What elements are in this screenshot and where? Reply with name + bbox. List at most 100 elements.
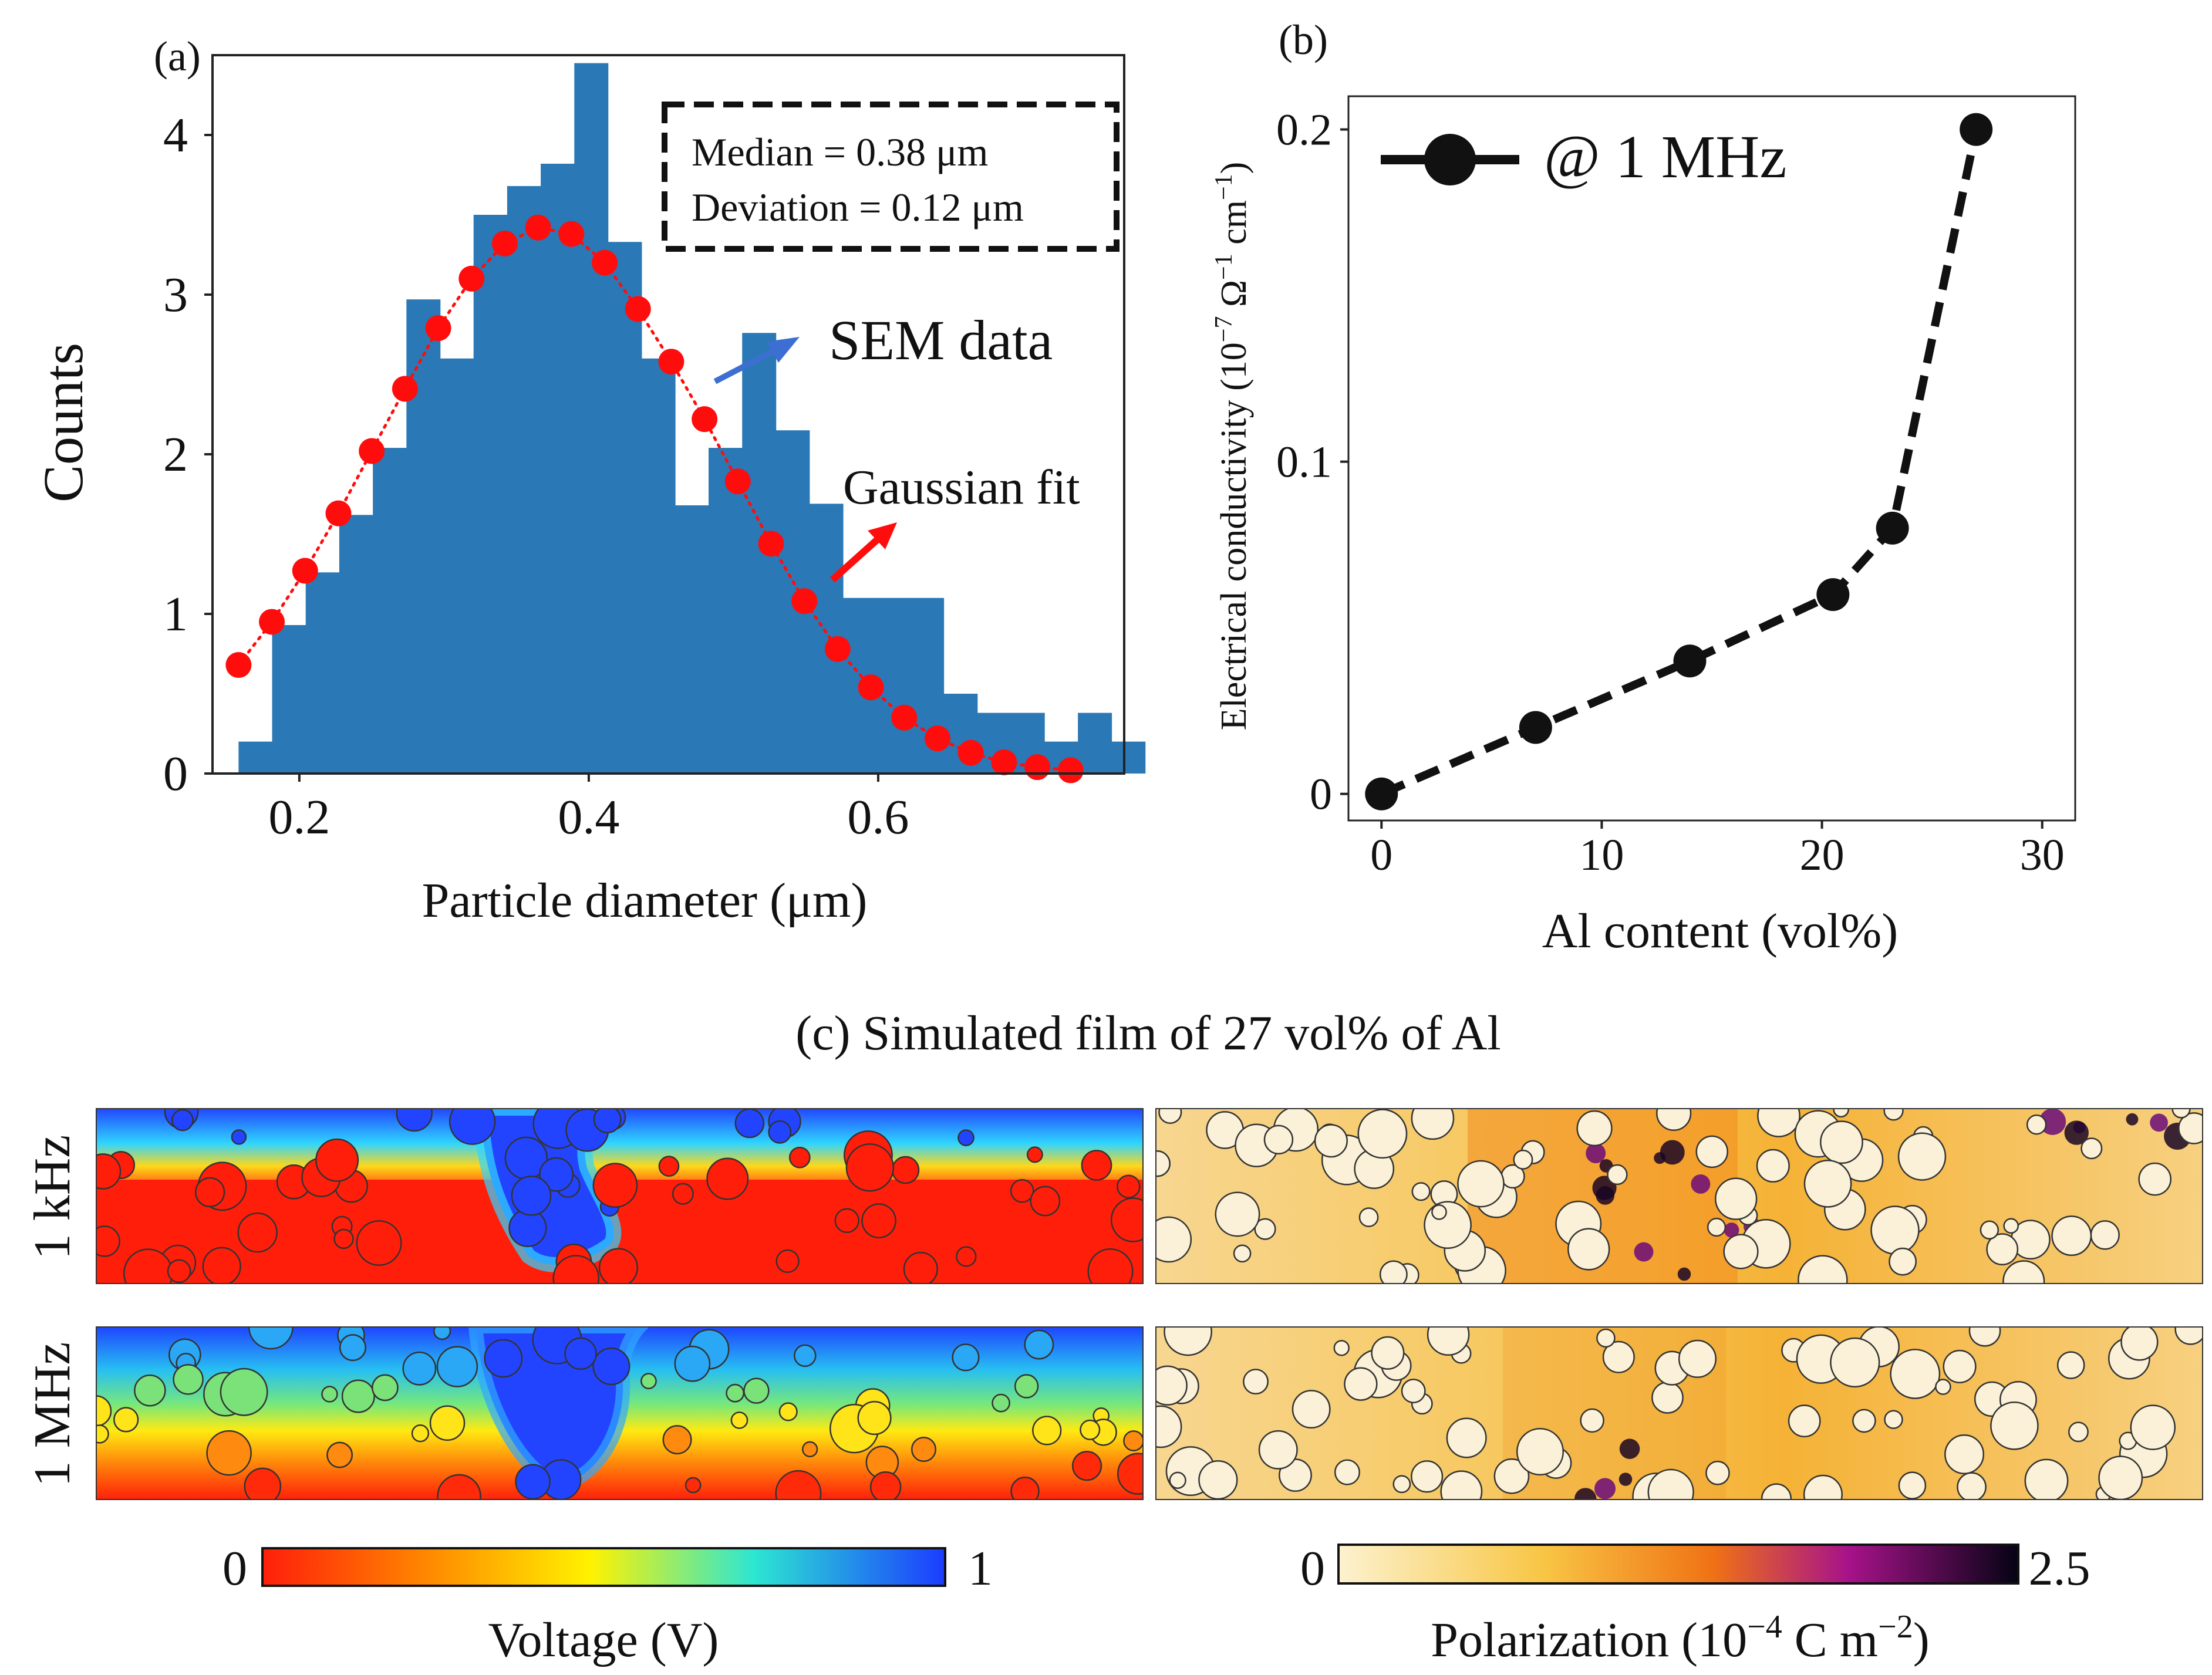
particle (1357, 1109, 1408, 1159)
particle (123, 1248, 173, 1284)
fit-marker (658, 349, 684, 375)
particle (1756, 1149, 1790, 1183)
particle (1884, 1410, 1903, 1429)
particle (1446, 1417, 1487, 1458)
particle (402, 1351, 437, 1386)
particle (1243, 1369, 1269, 1395)
particle (658, 1156, 680, 1177)
particle (1852, 1409, 1876, 1433)
particle (113, 1407, 139, 1433)
fit-marker (791, 588, 818, 614)
particle (592, 1347, 630, 1386)
particle (2174, 1326, 2203, 1345)
row-label-1khz: 1 kHz (24, 1135, 81, 1260)
particle (775, 1249, 800, 1274)
fit-marker (458, 265, 485, 292)
histogram-bar (541, 163, 575, 774)
particle (1647, 1468, 1694, 1500)
voltage-1khz-particles (96, 1108, 1144, 1284)
particle (1723, 1234, 1759, 1269)
fit-marker (692, 406, 718, 433)
particle (1576, 1110, 1613, 1147)
particle (1889, 1247, 1917, 1276)
data-point (1876, 511, 1909, 545)
particle (564, 1337, 597, 1370)
particle (1010, 1178, 1034, 1203)
particle (1358, 1207, 1379, 1227)
polarization-colorbar-max: 2.5 (2029, 1541, 2090, 1596)
particle (768, 1120, 792, 1144)
particle (173, 1364, 204, 1395)
particle (167, 1259, 191, 1284)
particle (1014, 1374, 1039, 1399)
particle (1567, 1228, 1610, 1271)
particle (592, 1163, 638, 1208)
stats-deviation: Deviation = 0.12 μm (692, 185, 1024, 229)
particle (429, 1405, 466, 1441)
panel-b-label: (b) (1279, 16, 1328, 63)
axis-b-x-label: Al content (vol%) (1542, 904, 1899, 958)
polarization-colorbar-min: 0 (1300, 1541, 1325, 1596)
hotspot (1660, 1140, 1685, 1165)
fit-marker (891, 704, 918, 731)
particle (411, 1424, 430, 1443)
particle (96, 1424, 109, 1444)
particle (2098, 1456, 2143, 1500)
gaussian-arrow-head (868, 522, 897, 549)
data-point (1673, 644, 1707, 678)
fit-marker (325, 500, 352, 526)
polarization-1mhz-particles (1155, 1326, 2203, 1500)
particle (237, 1212, 278, 1253)
particle (333, 1228, 354, 1250)
voltage-1mhz-particles (96, 1326, 1144, 1500)
particle (1030, 1186, 1061, 1217)
particle (1292, 1390, 1331, 1429)
histogram-bar (272, 625, 306, 774)
voltage-colorbar-max: 1 (968, 1541, 993, 1596)
particle (339, 1334, 366, 1362)
particle (1081, 1150, 1112, 1181)
particle (171, 1109, 194, 1132)
polarization-map-1mhz (1155, 1326, 2203, 1500)
axis-a-x-label: Particle diameter (μm) (422, 873, 868, 928)
hotspot (2126, 1113, 2139, 1126)
particle (891, 1156, 920, 1184)
polarization-colorbar-label: Polarization (10−4 C m−2) (1431, 1609, 1929, 1667)
polarization-1khz-particles (1155, 1108, 2203, 1284)
particle (2056, 1351, 2085, 1379)
particle (1024, 1329, 1054, 1360)
particle (593, 1108, 622, 1134)
particle (1457, 1160, 1505, 1208)
particle (1158, 1108, 1182, 1124)
particle (1607, 1164, 1628, 1186)
particle (1788, 1404, 1821, 1438)
x-tick-label: 10 (1579, 830, 1624, 880)
particle (1830, 1337, 1880, 1388)
particle (1715, 1177, 1758, 1220)
x-tick-label: 0.4 (558, 790, 619, 845)
data-point (1960, 113, 1993, 146)
particle (1314, 1124, 1348, 1158)
histogram-bar (339, 515, 373, 774)
particle (449, 1108, 496, 1145)
particle (743, 1377, 770, 1404)
panel-c-title: (c) Simulated film of 27 vol% of Al (795, 1006, 1500, 1061)
fit-marker (425, 315, 451, 342)
panel-a: (a) 0.2 0.4 0.6 0 1 2 3 4 Particle diameter (μ… (32, 33, 1146, 928)
data-point (1519, 711, 1552, 744)
particle (1431, 1204, 1447, 1220)
particle (1516, 1427, 1564, 1476)
particle (326, 1441, 353, 1468)
particle (220, 1367, 268, 1416)
fit-marker (525, 214, 551, 241)
y-tick-label: 1 (163, 587, 188, 641)
polarization-1mhz-hotspots (1574, 1438, 1640, 1500)
data-point (1816, 578, 1850, 612)
axis-b-y-label: Electrical conductivity (10−7 Ω−1 cm−1) (1210, 162, 1254, 731)
sem-arrow (713, 348, 775, 384)
particle (2068, 1421, 2089, 1443)
panel-a-label: (a) (154, 33, 201, 80)
axis-a-x-ticks: 0.2 0.4 0.6 (268, 774, 909, 845)
sem-arrow-head (767, 337, 800, 363)
particle (1010, 1476, 1040, 1500)
